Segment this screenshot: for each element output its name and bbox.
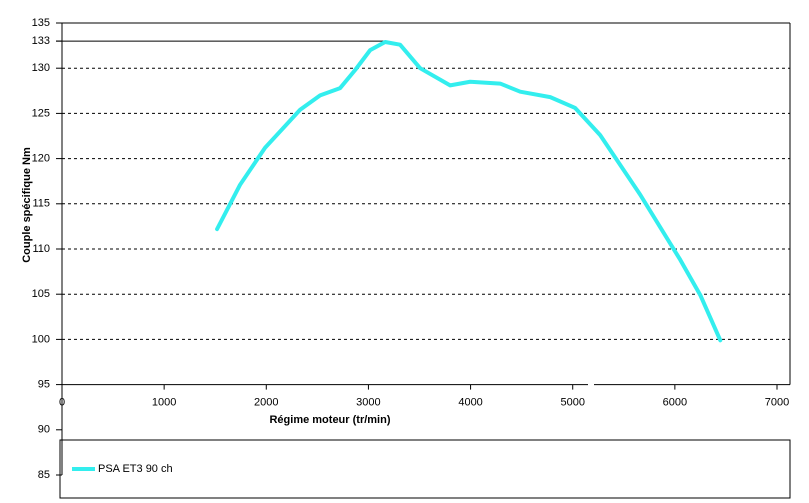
y-tick-label: 115 <box>32 198 50 210</box>
y-tick-label: 90 <box>38 424 50 436</box>
x-tick-label: 5000 <box>560 397 584 409</box>
y-tick-label: 133 <box>32 35 50 47</box>
x-tick-label: 3000 <box>356 397 380 409</box>
x-tick-label: 7000 <box>765 397 789 409</box>
y-tick-label: 95 <box>38 379 50 391</box>
y-tick-label: 85 <box>38 469 50 481</box>
x-tick-label: 6000 <box>663 397 687 409</box>
x-tick-label: 2000 <box>254 397 278 409</box>
y-axis-label: Couple spécifique Nm <box>21 147 33 263</box>
y-tick-label: 130 <box>32 62 50 74</box>
y-tick-label: 110 <box>32 243 50 255</box>
y-tick-label: 100 <box>32 333 50 345</box>
y-tick-label: 105 <box>32 288 50 300</box>
legend-box <box>59 439 791 499</box>
x-axis-label: Régime moteur (tr/min) <box>269 414 390 426</box>
x-tick-label: 4000 <box>458 397 482 409</box>
legend-label: PSA ET3 90 ch <box>98 463 173 475</box>
y-tick-label: 125 <box>32 107 50 119</box>
x-tick-label: 0 <box>59 397 65 409</box>
x-tick-label: 1000 <box>152 397 176 409</box>
y-tick-label: 120 <box>32 153 50 165</box>
y-tick-label: 135 <box>32 17 50 29</box>
line-series <box>215 39 723 343</box>
